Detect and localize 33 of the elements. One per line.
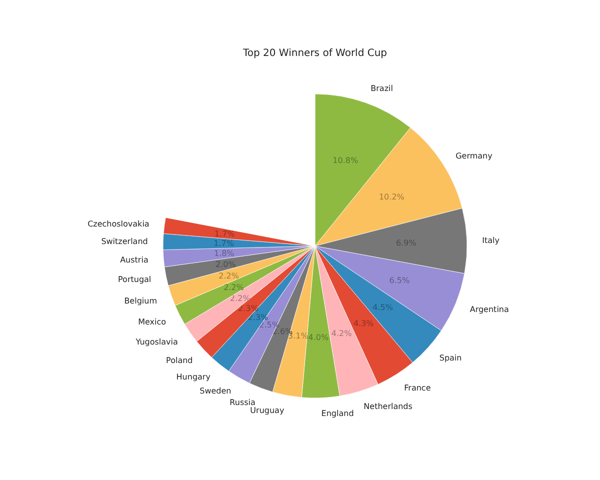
- data-label: 4.0%: [308, 332, 329, 342]
- slice-label: Hungary: [176, 372, 211, 382]
- data-label: 4.3%: [353, 318, 374, 328]
- slice-label: Belgium: [124, 296, 158, 306]
- slice-label: Argentina: [470, 304, 509, 314]
- data-label: 1.7%: [214, 230, 236, 239]
- slice-label: Spain: [439, 354, 462, 363]
- slice-label: Yugoslavia: [134, 338, 178, 347]
- data-label: 6.5%: [389, 276, 410, 286]
- slice-label: Italy: [482, 236, 500, 246]
- data-label: 10.8%: [332, 156, 358, 165]
- slice-label: Germany: [456, 151, 493, 160]
- slice-label: Uruguay: [250, 406, 284, 416]
- data-label: 1.7%: [214, 239, 234, 248]
- slice-label: Austria: [120, 255, 148, 264]
- slice-label: Mexico: [138, 318, 166, 327]
- data-label: 4.2%: [331, 329, 352, 338]
- slice-label: Switzerland: [101, 237, 148, 246]
- data-label: 2.2%: [230, 294, 251, 304]
- slice-label: Portugal: [118, 275, 152, 284]
- data-label: 4.5%: [372, 302, 394, 312]
- slice-label: Czechoslovakia: [88, 219, 150, 228]
- slice-label: Brazil: [370, 84, 393, 94]
- slice-label: England: [321, 408, 354, 418]
- slice-label: France: [404, 383, 431, 392]
- data-label: 2.2%: [218, 272, 240, 281]
- data-label: 1.8%: [214, 249, 235, 258]
- chart-title: Top 20 Winners of World Cup: [242, 48, 388, 59]
- data-label: 10.2%: [378, 192, 405, 202]
- slice-label: Russia: [230, 398, 256, 408]
- slice-label: Netherlands: [364, 402, 412, 411]
- slice-label: Poland: [166, 356, 193, 365]
- slice-label: Sweden: [200, 386, 232, 396]
